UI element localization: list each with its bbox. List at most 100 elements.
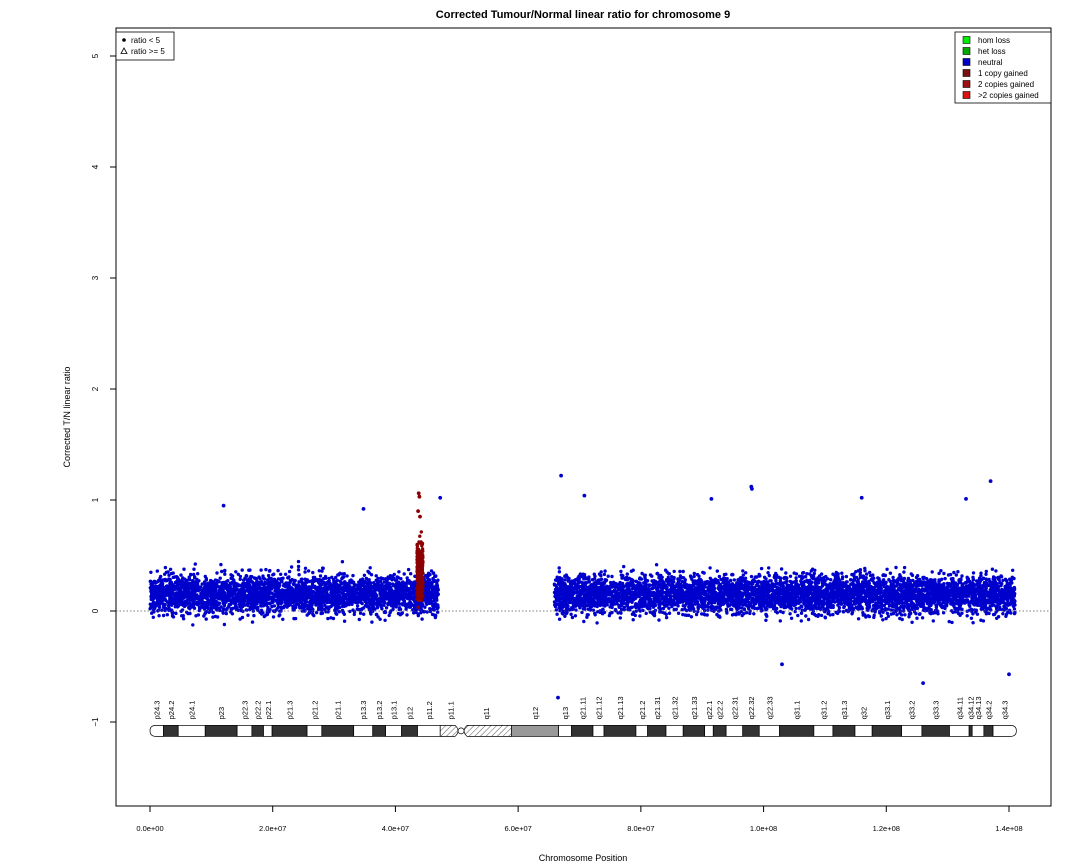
data-point <box>285 605 289 609</box>
data-point <box>329 583 333 587</box>
data-point <box>247 582 251 587</box>
data-point <box>211 615 215 619</box>
data-point <box>374 612 379 617</box>
data-point <box>223 572 227 576</box>
data-point <box>788 612 792 616</box>
data-point <box>323 603 327 607</box>
data-point <box>427 596 431 600</box>
data-point <box>419 611 423 615</box>
data-point <box>372 590 377 594</box>
data-point <box>401 580 405 584</box>
data-point <box>599 570 603 574</box>
data-point <box>196 588 200 593</box>
data-point <box>251 580 255 585</box>
data-point <box>678 569 682 574</box>
data-point <box>302 581 306 585</box>
data-point <box>176 577 180 581</box>
data-point <box>379 604 383 609</box>
data-point <box>196 613 201 617</box>
data-point <box>259 604 264 608</box>
data-point <box>149 605 153 610</box>
data-point <box>216 602 221 607</box>
data-point <box>277 614 281 618</box>
data-point <box>161 613 166 618</box>
data-point <box>304 600 308 604</box>
data-point <box>258 577 262 581</box>
data-point <box>287 597 291 602</box>
data-point <box>209 578 213 583</box>
data-point <box>192 567 196 571</box>
data-point <box>330 603 334 607</box>
data-point <box>215 592 220 596</box>
data-point <box>153 601 157 605</box>
data-point <box>891 608 895 612</box>
data-point <box>427 586 431 591</box>
data-point <box>320 611 325 615</box>
data-point <box>259 592 263 596</box>
data-point <box>428 601 432 606</box>
data-point <box>196 572 200 576</box>
data-point <box>425 576 430 580</box>
data-point <box>358 611 363 615</box>
data-point <box>288 579 293 583</box>
data-point <box>317 569 321 573</box>
data-point <box>337 605 342 610</box>
data-point <box>252 613 256 618</box>
data-point <box>180 580 185 584</box>
data-point <box>230 591 235 596</box>
data-point <box>234 592 238 596</box>
data-point <box>340 560 345 564</box>
data-point <box>233 600 238 605</box>
data-point <box>240 615 245 620</box>
data-point <box>296 564 301 569</box>
data-point <box>357 617 361 622</box>
data-point <box>435 590 439 595</box>
data-point <box>263 580 267 585</box>
data-point <box>428 607 432 611</box>
data-point <box>382 603 386 607</box>
data-point <box>171 571 175 575</box>
data-point <box>169 603 174 607</box>
data-point <box>602 572 607 577</box>
data-point <box>348 609 352 614</box>
data-point <box>300 592 304 596</box>
data-point <box>209 605 213 609</box>
data-point <box>202 607 207 611</box>
data-point <box>230 574 235 578</box>
data-point <box>296 602 301 606</box>
data-point <box>279 572 283 576</box>
data-point <box>271 615 276 619</box>
data-point <box>170 587 174 592</box>
data-point <box>619 569 623 574</box>
data-point <box>364 592 368 596</box>
data-point <box>385 577 390 582</box>
data-point <box>212 606 216 610</box>
data-point <box>312 585 316 589</box>
data-point <box>177 598 182 602</box>
data-point <box>241 578 246 582</box>
data-point <box>159 579 164 583</box>
data-point <box>174 585 178 590</box>
data-point <box>345 574 349 578</box>
data-point <box>386 602 390 606</box>
data-point <box>276 568 280 573</box>
data-point <box>276 577 281 581</box>
data-point <box>336 583 340 587</box>
data-point <box>332 579 336 583</box>
data-point <box>339 595 343 600</box>
data-point <box>164 570 169 574</box>
data-point <box>420 604 424 608</box>
data-point <box>157 614 161 618</box>
data-point <box>396 580 401 584</box>
data-point <box>375 606 380 610</box>
data-point <box>407 590 411 595</box>
data-point <box>394 605 398 609</box>
data-point <box>175 604 179 608</box>
chart-title: Corrected Tumour/Normal linear ratio for… <box>436 9 730 21</box>
data-point <box>389 599 394 604</box>
data-point <box>403 584 408 588</box>
data-point <box>297 580 301 584</box>
data-point <box>391 582 395 586</box>
data-point <box>187 597 191 601</box>
